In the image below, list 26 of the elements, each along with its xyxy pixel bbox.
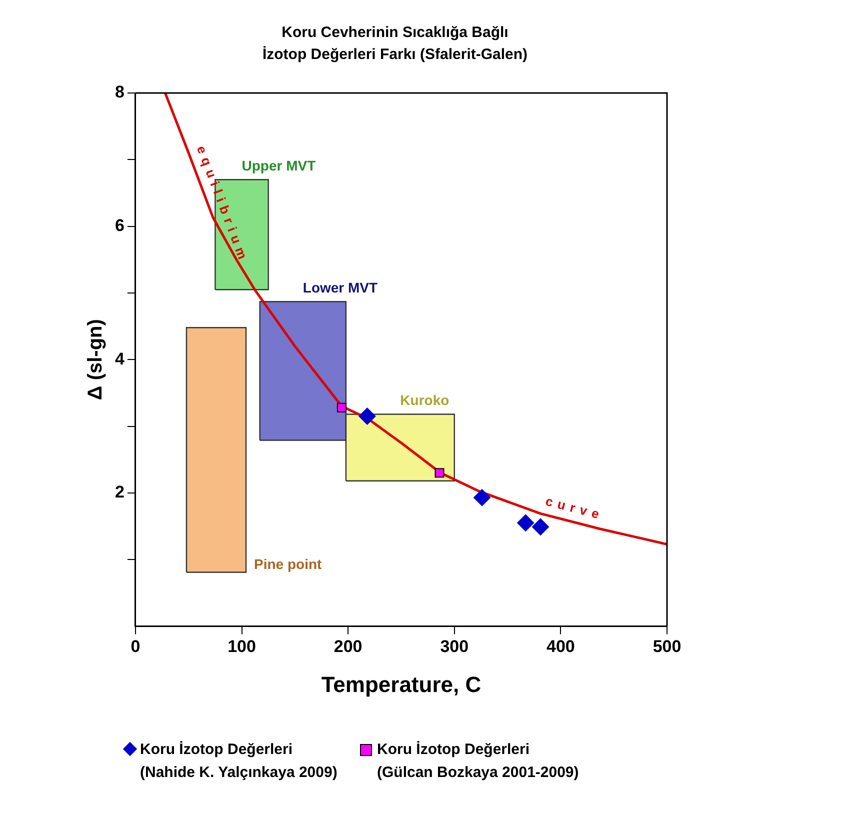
y-tick-label: 6 [114,216,124,235]
series-label: Upper MVT [242,158,316,174]
series-label: Kuroko [400,392,450,408]
x-tick-label: 100 [228,637,256,656]
series-label: Pine point [254,556,322,572]
legend-label: Koru İzotop Değerleri (Gülcan Bozkaya 2001-2009) [377,740,580,783]
x-tick-label: 500 [652,637,682,656]
point [358,408,376,425]
x-axis-title: Temperature, C [321,672,482,697]
legend-label: Koru İzotop Değerleri (Nahide K. Yalçınkaya 2009) [140,740,338,783]
chart-title: Koru Cevherinin Sıcaklığa Bağlı İzotop Değerleri Farkı (Sfalerit-Galen) [261,23,529,65]
y-tick-label: 8 [114,82,124,102]
x-tick-label: 0 [130,637,140,656]
point [434,468,444,478]
x-tick-label: 200 [334,637,362,656]
point [336,402,346,412]
y-axis-title: Δ (sl-gn) [84,319,107,400]
series-label: Lower MVT [302,279,378,296]
y-tick-label: 4 [114,349,125,368]
x-tick-label: 300 [440,637,469,656]
point [517,514,534,532]
point [474,489,491,506]
point [532,518,549,536]
y-tick-label: 2 [114,482,124,502]
annotation: curve [544,493,606,523]
x-tick-label: 400 [546,637,575,656]
